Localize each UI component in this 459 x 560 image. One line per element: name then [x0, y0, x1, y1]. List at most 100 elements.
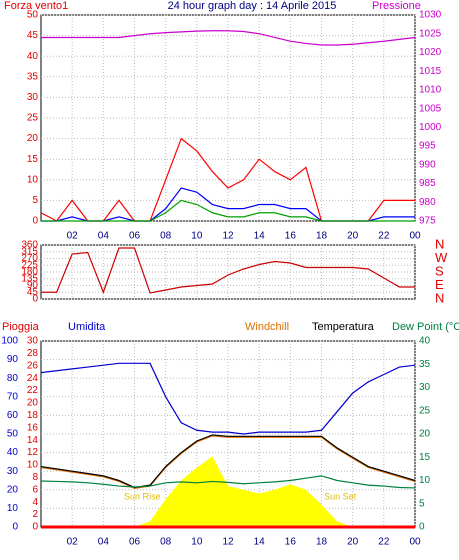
- y2-tick-label: 35: [419, 359, 431, 370]
- y-tick-label: 10: [7, 503, 19, 514]
- y2-tick-label: W: [435, 250, 448, 265]
- x-tick-label: 12: [222, 231, 234, 242]
- x-tick-label: 20: [347, 231, 359, 242]
- x-tick-label: 16: [285, 231, 297, 242]
- y-tick-label: 135: [21, 273, 38, 284]
- y-tick-label: 360: [21, 240, 38, 251]
- x-tick-label: 00: [409, 537, 421, 548]
- x-tick-label: 12: [222, 537, 234, 548]
- y-tick-label: 20: [27, 133, 39, 144]
- y-tick-label: 50: [7, 429, 19, 440]
- y2-tick-label: 985: [419, 178, 436, 189]
- y2-tick-label: 10: [419, 475, 431, 486]
- x-tick-label: 14: [254, 537, 266, 548]
- x-tick-label: 10: [191, 231, 203, 242]
- y2-tick-label: 990: [419, 159, 436, 170]
- y2-tick-label: S: [435, 263, 444, 278]
- line: [40, 362, 416, 435]
- y-tick-label: 0: [12, 522, 18, 533]
- x-tick-label: 08: [160, 231, 172, 242]
- y3-tick-label: 4: [32, 497, 38, 508]
- y2-tick-label: 0: [419, 522, 425, 533]
- x-tick-label: 08: [160, 537, 172, 548]
- line: [41, 199, 415, 222]
- x-tick-label: 02: [67, 537, 79, 548]
- y2-tick-label: 1000: [419, 122, 442, 133]
- y3-tick-label: 12: [27, 447, 39, 458]
- y2-tick-label: E: [435, 277, 444, 292]
- y2-tick-label: 1015: [419, 66, 442, 77]
- y2-tick-label: 975: [419, 216, 436, 227]
- legend-label: Umidita: [68, 321, 106, 333]
- x-tick-label: 20: [347, 537, 359, 548]
- y3-tick-label: 6: [32, 484, 38, 495]
- x-tick-label: 06: [129, 231, 141, 242]
- y3-tick-label: 14: [27, 435, 39, 446]
- legend-label: Pioggia: [2, 321, 40, 333]
- y3-tick-label: 22: [27, 385, 39, 396]
- y2-tick-label: 1005: [419, 103, 442, 114]
- y-tick-label: 0: [32, 294, 38, 305]
- y3-tick-label: 0: [32, 522, 38, 533]
- x-tick-label: 22: [378, 537, 390, 548]
- y-tick-label: 30: [27, 92, 39, 103]
- y-tick-label: 315: [21, 246, 38, 257]
- y3-tick-label: 8: [32, 472, 38, 483]
- axis-title: Forza vento1: [4, 0, 68, 12]
- x-tick-label: 18: [316, 231, 328, 242]
- y-tick-label: 70: [7, 391, 19, 402]
- y-tick-label: 30: [7, 466, 19, 477]
- y3-tick-label: 20: [27, 398, 39, 409]
- y-tick-label: 225: [21, 260, 38, 271]
- y-tick-label: 10: [27, 174, 39, 185]
- y2-tick-label: 5: [419, 498, 425, 509]
- annotation: Sun Rise: [124, 491, 161, 501]
- y2-tick-label: 25: [419, 405, 431, 416]
- y2-tick-label: 15: [419, 452, 431, 463]
- y3-tick-label: 16: [27, 422, 39, 433]
- y-tick-label: 90: [27, 280, 39, 291]
- chart-title: 24 hour graph day : 14 Aprile 2015: [168, 0, 337, 12]
- line: [40, 435, 416, 490]
- y3-tick-label: 30: [27, 336, 39, 347]
- y-tick-label: 60: [7, 410, 19, 421]
- y-tick-label: 40: [27, 51, 39, 62]
- x-tick-label: 10: [191, 537, 203, 548]
- y-tick-label: 270: [21, 253, 38, 264]
- x-tick-label: 14: [254, 231, 266, 242]
- legend-label: Temperatura: [312, 321, 375, 333]
- y2-tick-label: 20: [419, 429, 431, 440]
- y-tick-label: 40: [7, 447, 19, 458]
- y3-tick-label: 2: [32, 509, 38, 520]
- line: [41, 30, 416, 46]
- annotation: Sun Set: [324, 491, 357, 501]
- legend-label: Dew Point (°C: [392, 321, 459, 333]
- y-tick-label: 20: [7, 484, 19, 495]
- y2-tick-label: 1030: [419, 10, 442, 21]
- y-tick-label: 15: [27, 154, 39, 165]
- x-tick-label: 02: [67, 231, 79, 242]
- y2-tick-label: 40: [419, 336, 431, 347]
- y2-tick-label: 30: [419, 382, 431, 393]
- x-tick-label: 00: [409, 231, 421, 242]
- y3-tick-label: 18: [27, 410, 39, 421]
- y2-tick-label: 980: [419, 197, 436, 208]
- y2-tick-label: 995: [419, 141, 436, 152]
- y2-tick-label: 1010: [419, 85, 442, 96]
- y3-tick-label: 26: [27, 360, 39, 371]
- y2-tick-label: 1020: [419, 47, 442, 58]
- x-tick-label: 04: [98, 231, 110, 242]
- y-tick-label: 100: [1, 336, 18, 347]
- x-tick-label: 04: [98, 537, 110, 548]
- y3-tick-label: 28: [27, 348, 39, 359]
- x-tick-label: 16: [285, 537, 297, 548]
- y-tick-label: 0: [32, 216, 38, 227]
- y3-tick-label: 24: [27, 373, 39, 384]
- x-tick-label: 22: [378, 231, 390, 242]
- x-tick-label: 06: [129, 537, 141, 548]
- y-tick-label: 180: [21, 267, 38, 278]
- line: [40, 475, 416, 489]
- y2-tick-label: 1025: [419, 28, 442, 39]
- y-tick-label: 45: [27, 30, 39, 41]
- legend-label: Windchill: [245, 321, 289, 333]
